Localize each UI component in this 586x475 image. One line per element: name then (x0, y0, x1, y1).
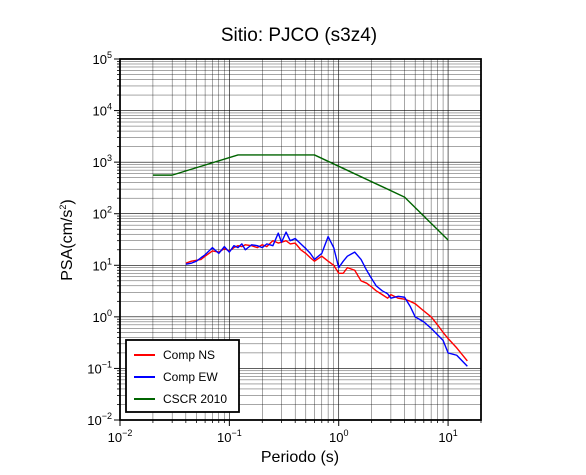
y-tick-exp: −2 (102, 411, 112, 421)
y-tick-exp: 0 (107, 308, 112, 318)
x-tick-exp: 0 (343, 428, 348, 438)
y-tick-exp: 1 (107, 256, 112, 266)
y-tick-exp: −1 (102, 359, 112, 369)
chart-title: Sitio: PJCO (s3z4) (221, 25, 377, 46)
y-tick-base: 10 (93, 155, 107, 170)
y-tick-label: 101 (93, 256, 112, 273)
y-tick-base: 10 (93, 310, 107, 325)
y-tick-label: 102 (93, 205, 112, 222)
x-tick-exp: 1 (453, 428, 458, 438)
y-tick-base: 10 (93, 207, 107, 222)
y-tick-label: 103 (93, 153, 112, 170)
x-tick-label: 10−2 (108, 428, 133, 445)
y-tick-base: 10 (93, 258, 107, 273)
y-tick-exp: 5 (107, 50, 112, 60)
x-tick-label: 10−1 (217, 428, 242, 445)
y-tick-label: 10−1 (87, 359, 112, 376)
series-layer (152, 154, 468, 367)
x-tick-exp: −2 (122, 428, 132, 438)
series-line-3 (152, 154, 449, 241)
series-line-2 (185, 231, 468, 367)
x-axis-label: Periodo (s) (261, 449, 339, 466)
y-tick-exp: 3 (107, 153, 112, 163)
x-tick-base: 10 (217, 430, 231, 445)
y-tick-base: 10 (93, 52, 107, 67)
legend-label: CSCR 2010 (163, 392, 227, 406)
legend-label: Comp NS (163, 348, 215, 362)
plot-frame (119, 58, 482, 421)
y-tick-exp: 2 (107, 205, 112, 215)
y-axis-label-close: ) (59, 199, 76, 204)
legend: Comp NS Comp EW CSCR 2010 (125, 339, 240, 413)
y-tick-label: 104 (93, 102, 112, 119)
x-tick-label: 101 (438, 428, 457, 445)
y-tick-exp: 4 (107, 102, 112, 112)
x-tick-label: 100 (329, 428, 348, 445)
x-tick-base: 10 (438, 430, 452, 445)
y-tick-label: 105 (93, 50, 112, 67)
y-tick-label: 10−2 (87, 411, 112, 428)
y-tick-base: 10 (87, 413, 101, 428)
y-tick-base: 10 (93, 104, 107, 119)
legend-label: Comp EW (163, 370, 218, 384)
y-axis-label: PSA(cm/s2) (58, 199, 76, 280)
x-tick-base: 10 (108, 430, 122, 445)
x-tick-exp: −1 (231, 428, 241, 438)
y-axis-label-sup: 2 (58, 205, 68, 210)
x-tick-base: 10 (329, 430, 343, 445)
y-tick-base: 10 (87, 361, 101, 376)
y-axis-label-base: PSA(cm/s (59, 210, 76, 281)
y-tick-label: 100 (93, 308, 112, 325)
